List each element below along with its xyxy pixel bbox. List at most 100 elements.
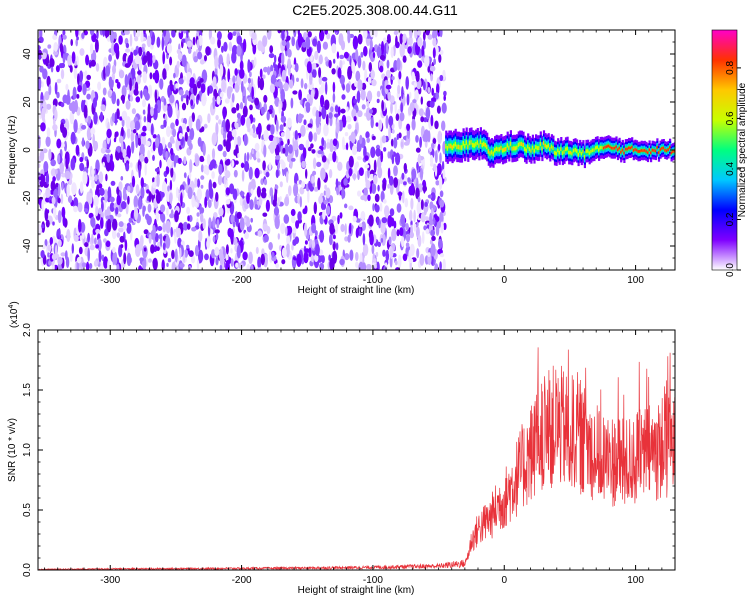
spectrogram-noise-cell [131,108,136,115]
spectrogram-noise-cell [129,77,133,91]
spectrogram-peak-cell [662,146,665,150]
spectrogram-noise-cell [378,119,383,131]
spectrogram-noise-cell [257,256,262,269]
spectrogram-noise-cell [380,150,384,163]
spectrogram-noise-cell [402,253,408,262]
spectrogram-noise-cell [332,81,336,93]
y-tick-label: -40 [22,238,33,253]
spectrogram-noise-cell [315,109,319,119]
spectrogram-noise-cell [335,178,339,189]
spectrogram-noise-cell [344,223,347,236]
spectrogram-noise-cell [366,263,372,270]
spectrogram-noise-cell [246,151,250,162]
spectrogram-signal-cell [560,147,563,151]
spectrogram-noise-cell [269,45,274,54]
spectrogram-noise-cell [344,236,349,242]
spectrogram-noise-cell [439,213,444,223]
spectrogram-noise-cell [175,103,178,116]
spectrogram-noise-cell [156,99,162,113]
spectrogram-noise-cell [129,120,135,131]
spectrogram-signal-cell [590,149,593,154]
spectrogram-noise-cell [436,221,441,229]
spectrogram-noise-cell [281,69,287,82]
spectrogram-noise-cell [400,214,406,225]
spectrogram-noise-cell [250,264,254,270]
spectrogram-noise-cell [275,262,280,269]
spectrogram-noise-cell [120,176,124,181]
spectrogram-noise-cell [417,154,421,164]
spectrogram-noise-cell [92,133,95,147]
spectrogram-signal-cell [591,148,594,152]
spectrogram-noise-cell [173,72,176,79]
spectrogram-noise-cell [256,267,263,270]
snr-x-label: Height of straight line (km) [298,585,415,596]
spectrogram-noise-cell [41,107,46,122]
spectrogram-noise-cell [355,261,359,268]
spectrogram-noise-cell [365,131,370,139]
spectrogram-noise-cell [266,124,272,131]
spectrogram-noise-cell [216,95,221,105]
spectrogram-noise-cell [370,146,376,159]
spectrogram-noise-cell [396,57,401,71]
spectrogram-noise-cell [441,120,446,132]
spectrogram-noise-cell [54,109,58,121]
spectrogram-noise-cell [156,173,160,188]
spectrogram-noise-cell [45,136,51,148]
spectrogram-noise-cell [374,107,377,114]
spectrogram-signal-cell [599,146,602,150]
spectrogram-peak-cell [659,148,662,152]
spectrogram-noise-cell [358,223,363,228]
x-tick-label: 0 [501,575,507,586]
spectrogram-signal-cell [492,151,495,156]
spectrogram-noise-cell [61,182,64,191]
spectrogram-noise-cell [121,85,127,98]
spectrogram-noise-cell [248,251,253,265]
spectrogram-noise-cell [329,234,333,246]
spectrogram-noise-cell [110,180,116,186]
spectrogram-noise-cell [74,99,78,113]
spectrogram-noise-cell [371,244,375,255]
spectrogram-noise-cell [120,141,124,153]
spectrogram-noise-cell [328,112,333,119]
spectrogram-noise-cell [76,36,79,41]
spectrogram-peak-cell [623,151,626,155]
spectrogram-noise-cell [345,83,351,93]
spectrogram-noise-cell [293,30,297,38]
spectrogram-noise-cell [234,160,239,165]
spectrogram-noise-cell [256,186,261,198]
spectrogram-noise-cell [115,79,119,84]
spectrogram-noise-cell [75,144,80,156]
spectrogram-noise-cell [44,209,49,222]
spectrogram-noise-cell [83,104,88,119]
spectrogram-noise-cell [89,43,94,55]
spectrogram-noise-cell [271,251,275,258]
spectrogram-noise-cell [292,239,297,246]
spectrogram-noise-cell [372,135,376,141]
spectrogram-noise-cell [339,59,343,70]
snr-scale-label: (x104) [8,301,20,328]
colorbar-tick-label: 0.0 [725,263,736,277]
spectrogram-noise-cell [135,184,140,195]
spectrogram-noise-cell [134,120,141,131]
spectrogram-noise-cell [86,127,92,140]
spectrogram-noise-cell [127,185,131,193]
spectrogram-peak-cell [640,148,643,152]
spectrogram-noise-cell [87,115,92,124]
spectrogram-noise-cell [366,137,371,143]
spectrogram-noise-cell [142,125,147,132]
spectrogram-noise-cell [86,261,90,270]
spectrogram-signal-cell [579,149,582,154]
spectrogram-signal-cell [454,141,457,147]
spectrogram-noise-cell [249,199,254,211]
spectrogram-noise-cell [105,148,111,154]
spectrogram-noise-cell [360,195,366,201]
spectrogram-noise-cell [50,159,56,167]
spectrogram-noise-cell [212,76,217,88]
spectrogram-noise-cell [262,160,266,171]
spectrogram-noise-cell [123,252,127,265]
spectrogram-noise-cell [387,184,391,189]
spectrogram-noise-cell [347,234,351,243]
spectrogram-noise-cell [280,115,287,123]
spectrogram-signal-cell [572,148,575,153]
spectrogram-noise-cell [412,99,417,104]
